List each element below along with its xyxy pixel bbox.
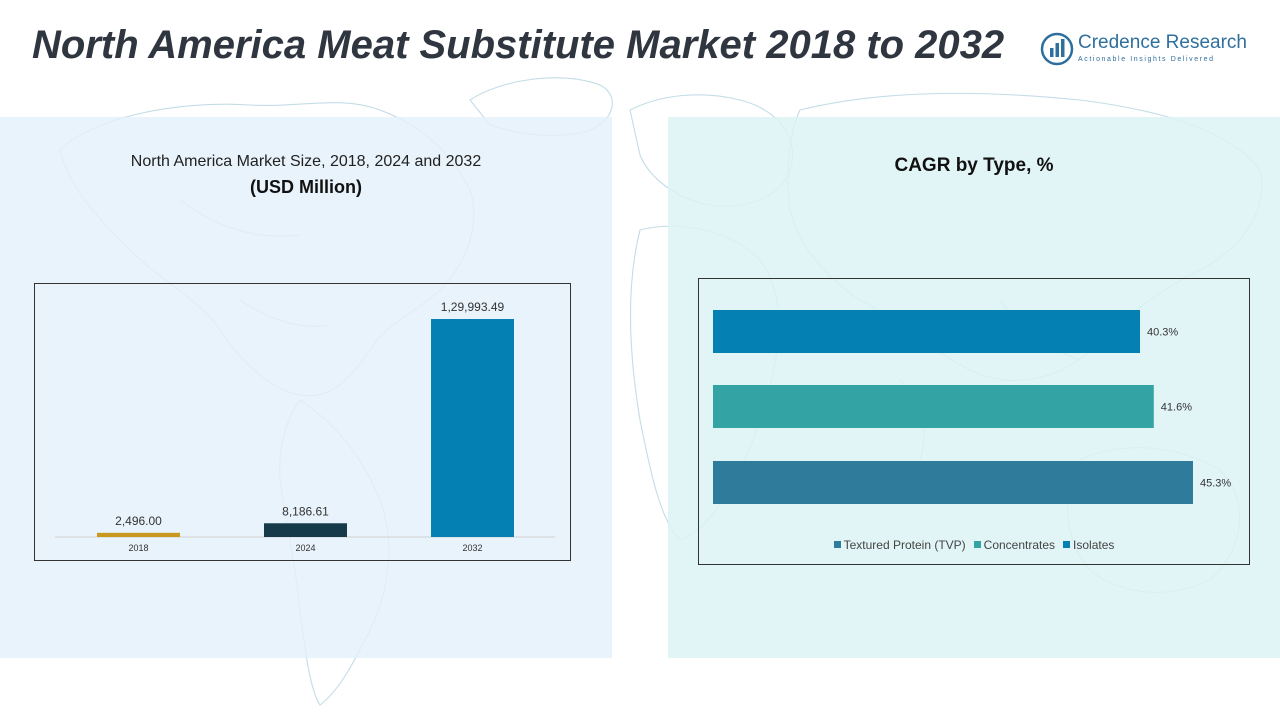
legend-item: Isolates	[1063, 538, 1114, 552]
market-size-subtitle: North America Market Size, 2018, 2024 an…	[130, 153, 482, 170]
legend-label: Concentrates	[983, 538, 1056, 552]
legend-swatch	[1063, 541, 1071, 548]
bar-2032	[431, 319, 514, 537]
legend-label: Textured Protein (TVP)	[843, 538, 966, 552]
x-tick-label: 2032	[462, 543, 482, 553]
bar-isolates	[713, 310, 1141, 353]
bar-value-label: 41.6%	[1161, 402, 1192, 414]
cagr-title: CAGR by Type, %	[894, 155, 1054, 176]
market-size-chart: 2,496.00 2018 8,186.61 2024 1,29,993.49 2032	[34, 283, 571, 561]
page-title: North America Meat Substitute Market 201…	[32, 23, 1005, 67]
x-tick-label: 2024	[295, 543, 315, 553]
legend-item: Concentrates	[973, 538, 1056, 552]
bar-2024	[264, 523, 347, 537]
market-size-bar-svg: 2,496.00 2018 8,186.61 2024 1,29,993.49 2032	[55, 300, 555, 553]
credence-research-logo: Credence Research Actionable Insights De…	[1040, 30, 1265, 70]
bar-value-label: 2,496.00	[115, 514, 162, 528]
cagr-legend: Textured Protein (TVP) Concentrates Isolat…	[699, 538, 1249, 552]
bar-concentrates	[713, 385, 1154, 428]
bar-value-label: 45.3%	[1200, 478, 1231, 490]
bar-value-label: 8,186.61	[282, 504, 329, 518]
legend-item: Textured Protein (TVP)	[833, 538, 966, 552]
logo-name: Credence Research	[1078, 32, 1247, 53]
legend-label: Isolates	[1073, 538, 1115, 552]
legend-swatch	[833, 541, 841, 548]
logo-tagline: Actionable Insights Delivered	[1078, 56, 1215, 63]
bar-2018	[97, 532, 180, 537]
x-tick-label: 2018	[128, 543, 148, 553]
bar-chart-logo-icon	[1040, 32, 1074, 66]
bar-value-label: 40.3%	[1147, 327, 1178, 339]
market-size-unit: (USD Million)	[250, 177, 362, 197]
cagr-bar-svg: 40.3% 41.6% 45.3%	[713, 310, 1231, 504]
bar-textured-protein-tvp-	[713, 461, 1193, 504]
legend-swatch	[973, 541, 981, 548]
bar-value-label: 1,29,993.49	[441, 300, 505, 314]
cagr-chart: 40.3% 41.6% 45.3% Textured Protein (TVP) Co…	[698, 278, 1250, 565]
